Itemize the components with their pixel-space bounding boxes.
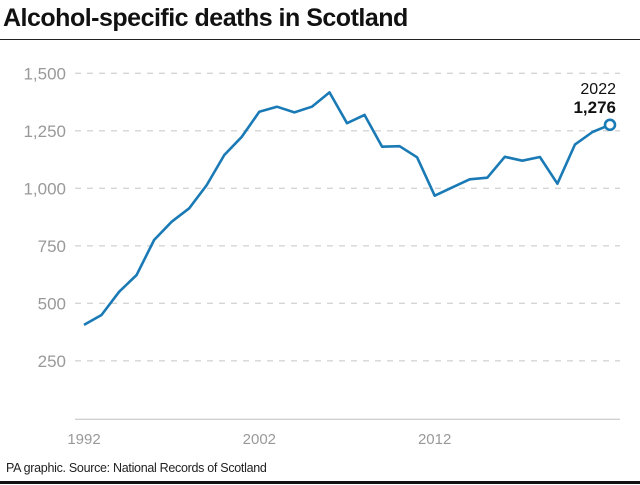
y-tick-label: 250 xyxy=(38,352,66,371)
y-tick-label: 750 xyxy=(38,237,66,256)
series-layer xyxy=(83,91,611,327)
chart-title: Alcohol-specific deaths in Scotland xyxy=(3,4,408,32)
y-tick-label: 1,500 xyxy=(23,64,66,83)
y-axis-ticks: 250 500 750 1,000 1,250 1,500 xyxy=(23,64,66,371)
x-tick-label: 2002 xyxy=(243,431,276,448)
gridlines xyxy=(75,72,620,420)
x-tick-label: 2012 xyxy=(418,431,451,448)
annotation-year: 2022 xyxy=(580,81,616,98)
x-tick-label: 1992 xyxy=(67,431,100,448)
annotation-value: 1,276 xyxy=(573,98,616,117)
y-tick-label: 1,250 xyxy=(23,122,66,141)
y-tick-label: 1,000 xyxy=(23,179,66,198)
bottom-divider xyxy=(0,481,640,484)
source-credit: PA graphic. Source: National Records of … xyxy=(6,461,267,475)
y-tick-label: 500 xyxy=(38,294,66,313)
title-divider xyxy=(0,39,640,40)
end-point-marker xyxy=(603,118,617,132)
x-axis-ticks: 1992 2002 2012 xyxy=(67,431,451,448)
series-line xyxy=(83,91,611,327)
